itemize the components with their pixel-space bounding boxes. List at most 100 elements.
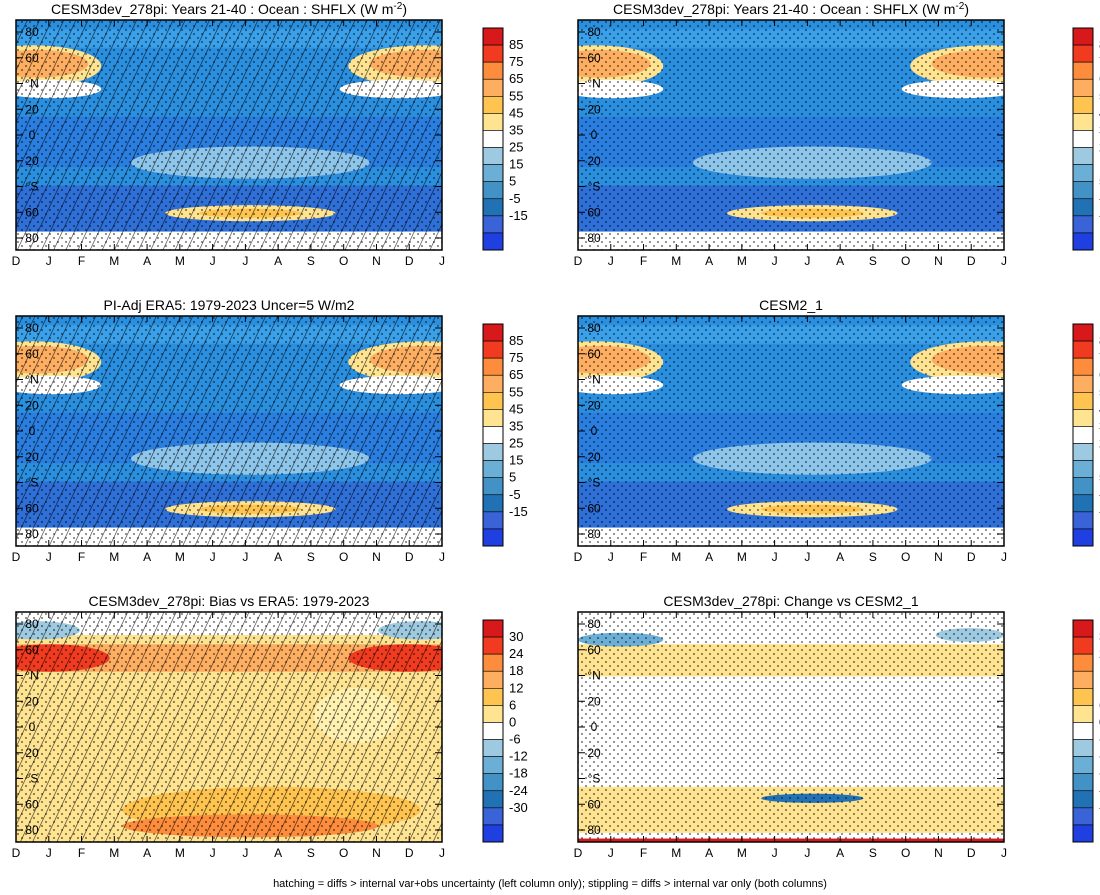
y-tick-label: 60 xyxy=(25,51,39,65)
x-tick-label: J xyxy=(1001,254,1007,268)
colorbar-swatch xyxy=(1072,824,1094,843)
y-tick-label: 60 xyxy=(587,797,601,811)
y-tick-label: °N xyxy=(25,669,38,683)
colorbar-swatch xyxy=(1072,653,1094,672)
colorbar-swatch xyxy=(1072,323,1094,342)
hatch-overlay xyxy=(16,612,442,842)
x-tick-label: J xyxy=(242,846,248,860)
y-tick-label: 0 xyxy=(591,720,598,734)
colorbar-frame xyxy=(482,323,504,547)
y-tick-label: °S xyxy=(588,476,601,490)
y-tick-label: 60 xyxy=(587,51,601,65)
y-tick-label: 20 xyxy=(587,694,601,708)
colorbar-frame xyxy=(482,619,504,843)
colorbar-swatch xyxy=(482,198,504,217)
colorbar-swatch xyxy=(1072,670,1094,689)
colorbar-swatch xyxy=(1072,688,1094,706)
x-tick-label: M xyxy=(175,846,185,860)
colorbar-label: 15 xyxy=(509,453,523,468)
x-tick-label: D xyxy=(574,254,583,268)
y-tick-label: 80 xyxy=(587,231,601,245)
colorbar-frame xyxy=(1072,27,1094,251)
colorbar-label: 25 xyxy=(509,436,523,451)
colorbar-swatch xyxy=(482,78,504,97)
y-tick-label: 20 xyxy=(587,154,601,168)
y-tick-label: 20 xyxy=(25,102,39,116)
colorbar-label: -15 xyxy=(509,208,528,223)
colorbar-swatch xyxy=(482,790,504,809)
colorbar-label: 12 xyxy=(509,680,523,695)
colorbar-label: 25 xyxy=(509,140,523,155)
colorbar-swatch xyxy=(482,409,504,427)
colorbar-label: 5 xyxy=(509,174,516,189)
x-tick-label: J xyxy=(772,254,778,268)
colorbar-swatch xyxy=(1072,773,1094,792)
colorbar-swatch xyxy=(482,215,504,234)
x-tick-label: J xyxy=(608,254,614,268)
x-tick-label: M xyxy=(109,846,119,860)
x-tick-label: N xyxy=(934,550,943,564)
colorbar-swatch xyxy=(1072,340,1094,359)
y-tick-label: °S xyxy=(26,476,39,490)
x-tick-label: M xyxy=(737,254,747,268)
x-tick-label: O xyxy=(901,254,910,268)
colorbar-swatch xyxy=(482,460,504,478)
colorbar-label: 85 xyxy=(509,37,523,52)
x-tick-label: A xyxy=(705,846,713,860)
colorbar-swatch xyxy=(1072,705,1094,723)
y-tick-label: 80 xyxy=(25,231,39,245)
colorbar-swatch xyxy=(482,807,504,826)
colorbar-swatch xyxy=(1072,722,1094,740)
x-tick-label: J xyxy=(1001,550,1007,564)
stipple-overlay xyxy=(578,20,1004,250)
y-tick-label: 60 xyxy=(25,347,39,361)
colorbar-label: -15 xyxy=(509,504,528,519)
x-tick-label: M xyxy=(671,550,681,564)
x-tick-label: N xyxy=(372,550,381,564)
x-tick-label: S xyxy=(869,254,877,268)
colorbar-swatch xyxy=(1072,44,1094,63)
x-tick-label: F xyxy=(78,254,85,268)
colorbar-swatch xyxy=(1072,198,1094,217)
y-tick-label: 80 xyxy=(25,321,39,335)
x-tick-label: D xyxy=(574,550,583,564)
colorbar-swatch xyxy=(1072,215,1094,234)
colorbar-swatch xyxy=(482,688,504,706)
x-tick-label: M xyxy=(737,846,747,860)
y-tick-label: 60 xyxy=(587,347,601,361)
x-tick-label: A xyxy=(274,550,282,564)
y-tick-label: 80 xyxy=(587,25,601,39)
colorbar-swatch xyxy=(482,494,504,513)
colorbar-label: -6 xyxy=(509,732,521,747)
colorbar-swatch xyxy=(482,181,504,200)
figure-canvas: CESM3dev_278pi: Years 21-40 : Ocean : SH… xyxy=(12,1,1100,860)
colorbar-swatch xyxy=(1072,409,1094,427)
colorbar-label: -24 xyxy=(509,783,528,798)
x-tick-label: F xyxy=(78,550,85,564)
colorbar-label: 35 xyxy=(509,122,523,137)
x-tick-label: M xyxy=(671,846,681,860)
y-tick-label: 0 xyxy=(29,720,36,734)
colorbar-label: 24 xyxy=(509,646,523,661)
colorbar-swatch xyxy=(482,147,504,165)
colorbar-label: -12 xyxy=(509,749,528,764)
colorbar-swatch xyxy=(482,323,504,342)
colorbar-swatch xyxy=(482,357,504,376)
x-tick-label: J xyxy=(804,846,810,860)
colorbar-swatch xyxy=(1072,164,1094,182)
colorbar-swatch xyxy=(1072,477,1094,496)
colorbar-label: -18 xyxy=(509,766,528,781)
y-tick-label: 60 xyxy=(587,205,601,219)
chart-title: CESM2_1 xyxy=(759,297,823,313)
y-tick-label: °N xyxy=(25,373,38,387)
x-tick-label: A xyxy=(143,254,151,268)
chart-panel-1: CESM3dev_278pi: Years 21-40 : Ocean : SH… xyxy=(12,1,528,268)
y-tick-label: °S xyxy=(26,772,39,786)
chart-panel-6: CESM3dev_278pi: Change vs CESM2_1 D J F M A M J… xyxy=(574,593,1100,860)
colorbar-swatch xyxy=(1072,96,1094,114)
stipple-overlay xyxy=(578,612,1004,842)
x-tick-label: S xyxy=(307,550,315,564)
x-tick-label: J xyxy=(772,550,778,564)
x-tick-label: J xyxy=(242,254,248,268)
chart-title: PI-Adj ERA5: 1979-2023 Uncer=5 W/m2 xyxy=(104,297,355,313)
